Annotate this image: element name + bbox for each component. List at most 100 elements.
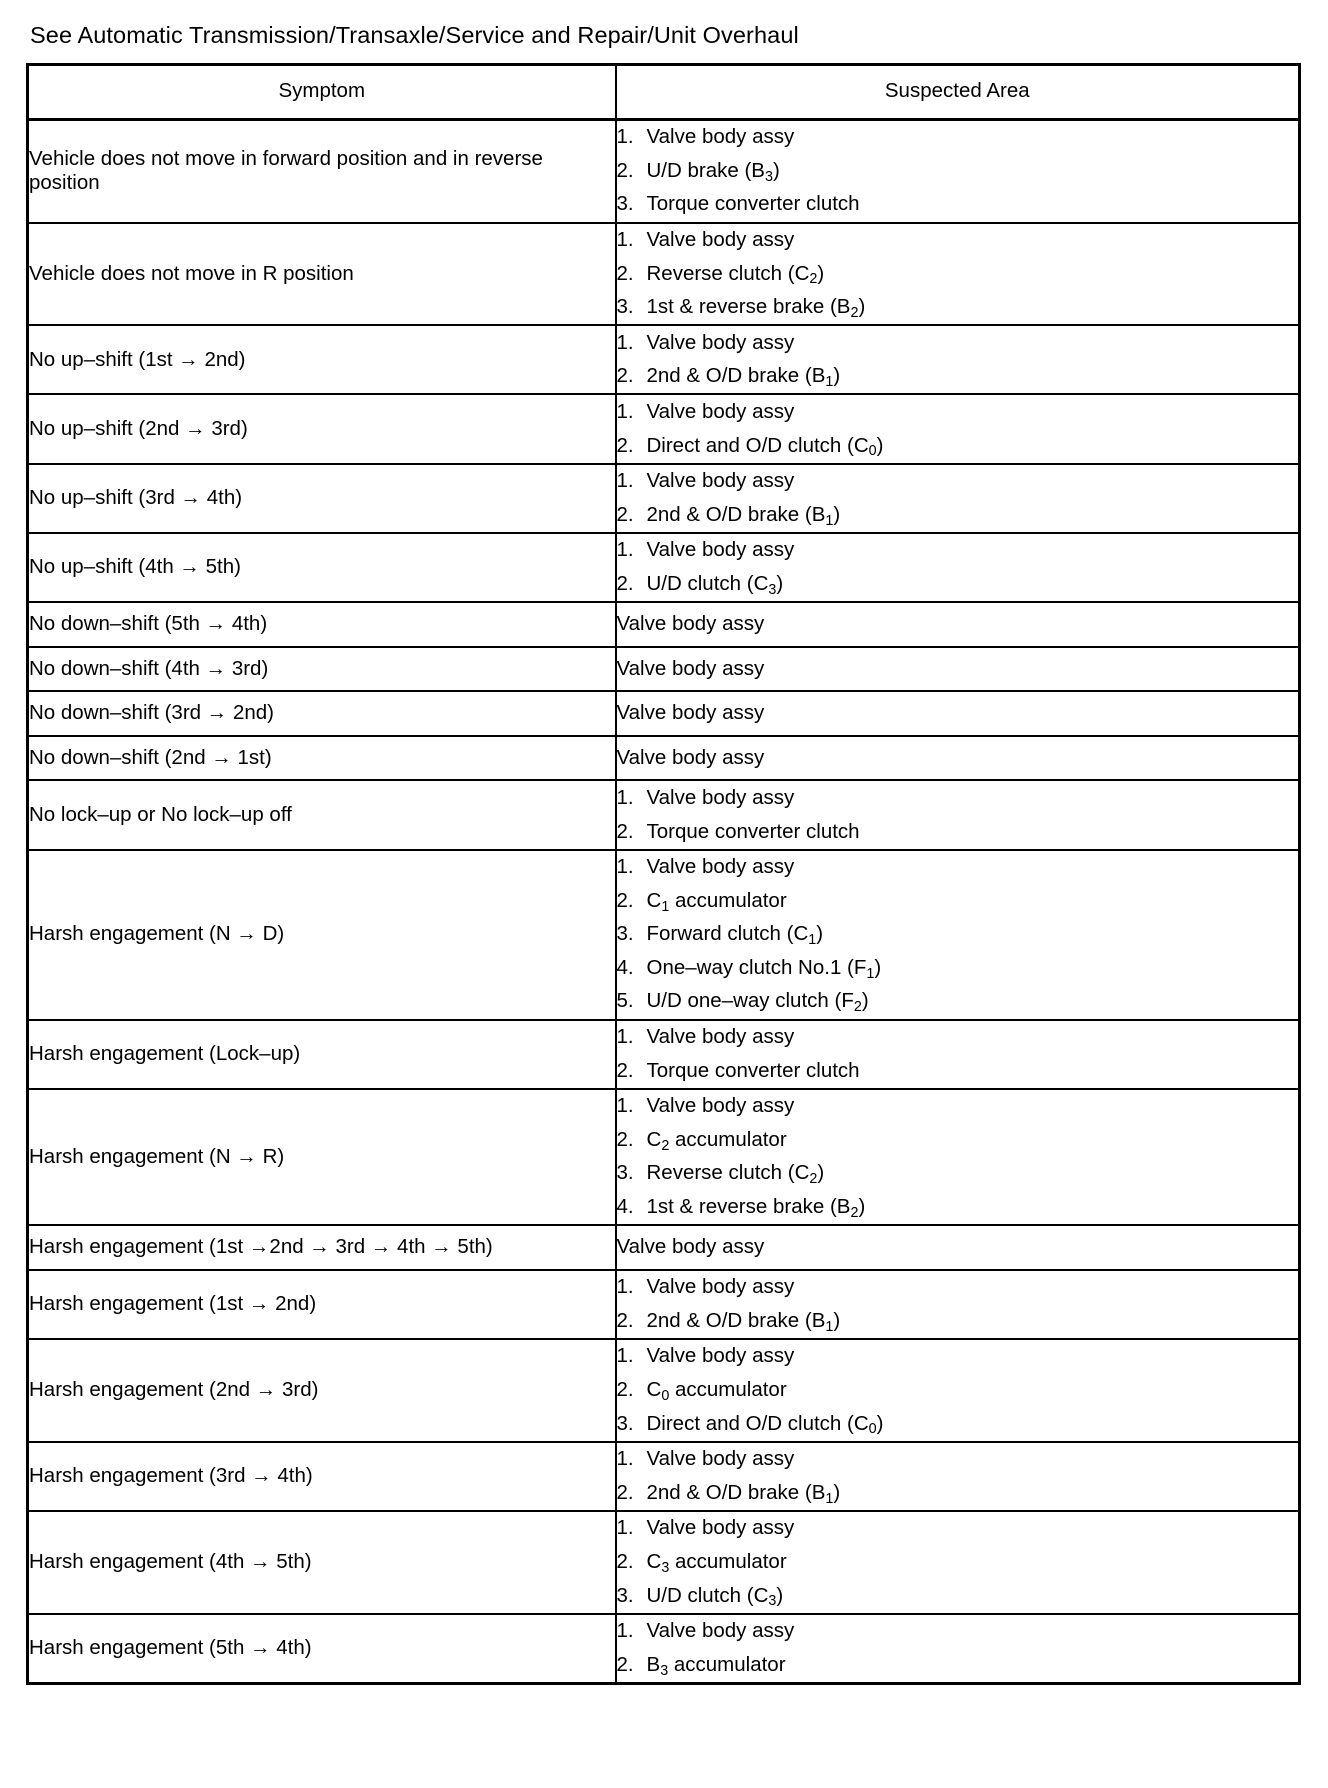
symptom-cell: No lock–up or No lock–up off: [26, 779, 617, 851]
suspected-area-list-item: 2. 2nd & O/D brake (B1): [617, 498, 1299, 532]
suspected-area-cell: 1. Valve body assy 2. 2nd & O/D brake (B1): [614, 1440, 1301, 1512]
list-item-label: 2nd & O/D brake (B1): [646, 364, 841, 391]
list-item-number: 2.: [616, 502, 634, 526]
list-item-label: Valve body assy: [646, 785, 795, 809]
suspected-area-cell: 1. Valve body assy 2. C1 accumulator 3. Forwa…: [614, 848, 1301, 1021]
symptom-cell: No down–shift (4th → 3rd): [26, 645, 617, 693]
list-item-label: Valve body assy: [646, 1094, 795, 1118]
list-item-label: Direct and O/D clutch (C0): [646, 433, 884, 460]
symptom-cell: No up–shift (2nd → 3rd): [26, 393, 617, 465]
suspected-area-list-item: 1. Valve body assy: [617, 224, 1299, 258]
symptom-cell: Harsh engagement (1st →2nd → 3rd → 4th →…: [26, 1224, 617, 1271]
list-item-number: 1.: [616, 855, 634, 879]
suspected-area-list-item: 2. Torque converter clutch: [617, 815, 1299, 849]
list-item-label: 2nd & O/D brake (B1): [646, 1308, 841, 1335]
list-item-number: 1.: [616, 1344, 634, 1368]
suspected-area-text: Valve body assy: [616, 701, 765, 725]
column-header-symptom: Symptom: [26, 62, 617, 121]
suspected-area-list-item: 1. Valve body assy: [617, 465, 1299, 499]
table-row: Harsh engagement (N → D) 1. Valve body ass…: [26, 848, 1301, 1021]
list-item-number: 1.: [616, 125, 634, 149]
list-item-label: C0 accumulator: [646, 1378, 787, 1404]
list-item-label: C1 accumulator: [646, 888, 787, 915]
list-item-number: 1.: [616, 1025, 634, 1049]
symptom-cell: Vehicle does not move in R position: [26, 221, 617, 327]
suspected-area-list: 1. Valve body assy 2. C3 accumulator 3. U/D c…: [617, 1512, 1299, 1613]
suspected-area-list: 1. Valve body assy 2. Direct and O/D clutch…: [617, 395, 1299, 462]
list-item-label: Valve body assy: [646, 1619, 795, 1643]
list-item-label: U/D brake (B3): [646, 158, 780, 185]
table-row: No up–shift (1st → 2nd) 1. Valve body assy…: [26, 324, 1301, 396]
table-row: Vehicle does not move in R position 1. Val…: [26, 221, 1301, 327]
list-item-label: Torque converter clutch: [646, 192, 860, 216]
list-item-number: 1.: [616, 228, 634, 251]
table-row: Harsh engagement (4th → 5th) 1. Valve body…: [26, 1509, 1301, 1615]
suspected-area-cell: 1. Valve body assy 2. Reverse clutch (C2) 3.…: [614, 221, 1301, 327]
document-page: See Automatic Transmission/Transaxle/Ser…: [26, 22, 1301, 1685]
list-item-label: 1st & reverse brake (B2): [646, 295, 866, 322]
suspected-area-text: Valve body assy: [616, 656, 765, 680]
suspected-area-list-item: 2. Direct and O/D clutch (C0): [617, 429, 1299, 463]
symptom-cell: Harsh engagement (4th → 5th): [26, 1509, 617, 1615]
list-item-label: Valve body assy: [646, 1275, 795, 1299]
symptom-cell: Vehicle does not move in forward positio…: [26, 118, 617, 224]
suspected-area-list-item: 3. 1st & reverse brake (B2): [617, 291, 1299, 325]
suspected-area-cell: 1. Valve body assy 2. U/D clutch (C3): [614, 531, 1301, 604]
list-item-label: Valve body assy: [646, 1025, 795, 1049]
suspected-area-list-item: 1. Valve body assy: [617, 1615, 1299, 1649]
list-item-number: 3.: [616, 1161, 634, 1185]
symptom-cell: Harsh engagement (N → D): [26, 848, 617, 1021]
suspected-area-list: 1. Valve body assy 2. 2nd & O/D brake (B1): [617, 1271, 1299, 1338]
symptom-cell: No up–shift (3rd → 4th): [26, 462, 617, 534]
suspected-area-list-item: 1. Valve body assy: [617, 1090, 1299, 1124]
suspected-area-cell: Valve body assy: [614, 1224, 1301, 1271]
list-item-label: Reverse clutch (C2): [646, 1161, 825, 1188]
list-item-number: 1.: [616, 538, 634, 562]
list-item-number: 5.: [616, 989, 634, 1013]
list-item-label: Torque converter clutch: [646, 1058, 860, 1082]
list-item-label: B3 accumulator: [646, 1652, 786, 1679]
suspected-area-list-item: 1. Valve body assy: [617, 395, 1299, 429]
suspected-area-list-item: 1. Valve body assy: [617, 851, 1299, 885]
suspected-area-list-item: 1. Valve body assy: [617, 1271, 1299, 1305]
table-body: Vehicle does not move in forward positio…: [26, 118, 1301, 1685]
list-item-label: Valve body assy: [646, 228, 795, 251]
suspected-area-list-item: 2. U/D brake (B3): [617, 154, 1299, 188]
suspected-area-cell: 1. Valve body assy 2. Direct and O/D clutch…: [614, 393, 1301, 465]
list-item-number: 1.: [616, 330, 634, 354]
suspected-area-text: Valve body assy: [616, 1235, 765, 1259]
suspected-area-list-item: 3. Forward clutch (C1): [617, 918, 1299, 952]
list-item-number: 2.: [616, 1058, 634, 1082]
table-row: Harsh engagement (1st → 2nd) 1. Valve body…: [26, 1268, 1301, 1340]
list-item-number: 1.: [616, 1447, 634, 1471]
list-item-number: 2.: [616, 364, 634, 388]
suspected-area-list-item: 3. Torque converter clutch: [617, 188, 1299, 222]
list-item-number: 4.: [616, 1195, 634, 1219]
list-item-number: 2.: [616, 1308, 634, 1332]
suspected-area-list-item: 2. C0 accumulator: [617, 1374, 1299, 1408]
symptom-cell: Harsh engagement (2nd → 3rd): [26, 1337, 617, 1443]
table-row: Vehicle does not move in forward positio…: [26, 118, 1301, 224]
suspected-area-list-item: 3. Reverse clutch (C2): [617, 1157, 1299, 1191]
suspected-area-cell: Valve body assy: [614, 645, 1301, 693]
list-item-label: Valve body assy: [646, 399, 795, 423]
list-item-number: 2.: [616, 571, 634, 595]
list-item-number: 2.: [616, 1127, 634, 1151]
list-item-label: One–way clutch No.1 (F1): [646, 955, 882, 982]
list-item-label: U/D one–way clutch (F2): [646, 989, 869, 1016]
list-item-number: 3.: [616, 192, 634, 216]
suspected-area-list-item: 2. 2nd & O/D brake (B1): [617, 360, 1299, 394]
suspected-area-list-item: 1. Valve body assy: [617, 1340, 1299, 1374]
table-header-row: Symptom Suspected Area: [26, 62, 1301, 121]
suspected-area-list: 1. Valve body assy 2. Torque converter clut…: [617, 781, 1299, 848]
list-item-label: Valve body assy: [646, 855, 795, 879]
list-item-number: 1.: [616, 1275, 634, 1299]
suspected-area-cell: Valve body assy: [614, 734, 1301, 782]
symptom-cell: Harsh engagement (1st → 2nd): [26, 1268, 617, 1340]
table-row: No up–shift (2nd → 3rd) 1. Valve body assy…: [26, 393, 1301, 465]
list-item-label: Valve body assy: [646, 538, 795, 562]
list-item-number: 2.: [616, 1549, 634, 1573]
list-item-number: 1.: [616, 469, 634, 493]
table-header: Symptom Suspected Area: [26, 62, 1301, 121]
suspected-area-list-item: 2. C2 accumulator: [617, 1123, 1299, 1157]
